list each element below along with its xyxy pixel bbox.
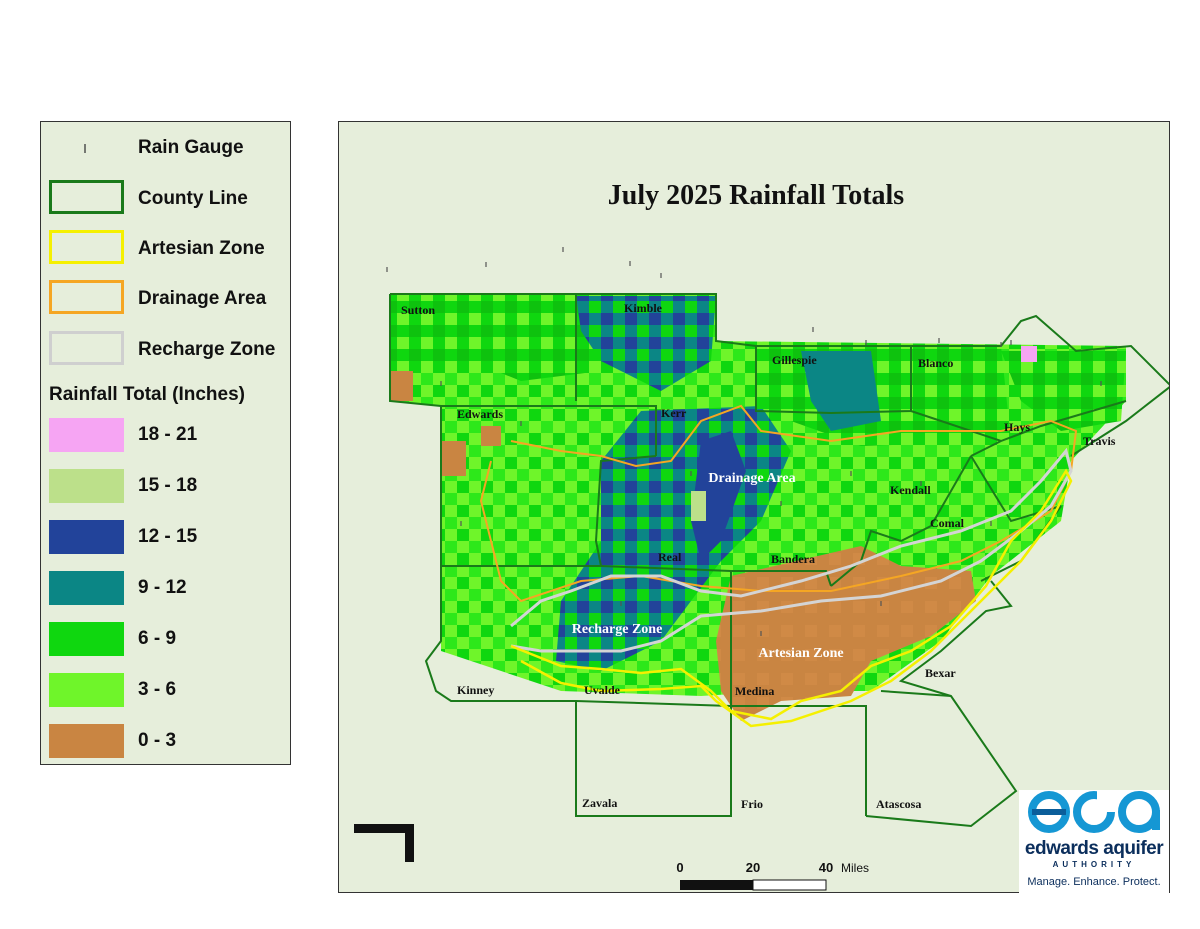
logo-authority: AUTHORITY xyxy=(1052,860,1136,869)
rainfall-raster xyxy=(390,294,1126,721)
legend-label: Recharge Zone xyxy=(138,339,276,360)
county-label-uvalde: Uvalde xyxy=(584,683,621,697)
county-label-kimble: Kimble xyxy=(624,301,663,315)
county-label-gillespie: Gillespie xyxy=(772,353,817,367)
scale-bar: 0 20 40 Miles xyxy=(676,860,869,891)
map-frame[interactable]: July 2025 Rainfall Totals xyxy=(338,121,1170,893)
county-label-atascosa: Atascosa xyxy=(876,797,921,811)
county-label-frio: Frio xyxy=(741,797,763,811)
county-label-comal: Comal xyxy=(930,516,965,530)
legend-swatch xyxy=(49,418,124,452)
scale-tick-40: 40 xyxy=(819,860,833,875)
county-label-real: Real xyxy=(658,550,682,564)
legend-swatch xyxy=(49,520,124,554)
county-label-medina: Medina xyxy=(735,684,774,698)
county-label-kinney: Kinney xyxy=(457,683,494,697)
logo-name: edwards aquifer xyxy=(1024,838,1164,859)
legend-swatch xyxy=(49,673,124,707)
legend-label: 3 - 6 xyxy=(138,679,177,700)
drainage-area-label: Drainage Area xyxy=(708,471,795,486)
logo-tagline: Manage. Enhance. Protect. xyxy=(1027,876,1161,888)
county-labels: Sutton Kimble Gillespie Blanco Edwards K… xyxy=(401,301,1116,811)
eaa-logo-mark-icon xyxy=(1028,790,1160,833)
legend-label: 12 - 15 xyxy=(138,526,198,547)
legend-label: Rain Gauge xyxy=(138,137,244,158)
rainfall-legend-heading: Rainfall Total (Inches) xyxy=(49,384,246,405)
legend-label: Artesian Zone xyxy=(138,238,265,259)
artesian-zone-label: Artesian Zone xyxy=(758,646,843,661)
county-label-sutton: Sutton xyxy=(401,303,435,317)
legend-label: County Line xyxy=(138,188,248,209)
legend-label: 18 - 21 xyxy=(138,424,198,445)
county-label-kerr: Kerr xyxy=(661,406,687,420)
county-label-blanco: Blanco xyxy=(918,356,953,370)
scale-tick-0: 0 xyxy=(676,860,683,875)
legend-swatch xyxy=(49,180,124,214)
legend-swatch xyxy=(49,469,124,503)
legend-label: 15 - 18 xyxy=(138,475,198,496)
map-title: July 2025 Rainfall Totals xyxy=(608,180,905,211)
legend-label: 9 - 12 xyxy=(138,577,187,598)
eaa-logo: edwards aquifer AUTHORITY Manage. Enhanc… xyxy=(1019,790,1169,893)
scale-unit: Miles xyxy=(841,861,869,875)
map-legend: Rain Gauge County Line Artesian Zone Dra… xyxy=(40,121,291,765)
legend-swatch xyxy=(49,571,124,605)
rain-gauge-icon xyxy=(84,144,86,153)
legend-label: Drainage Area xyxy=(138,288,267,309)
legend-swatch xyxy=(49,230,124,264)
county-label-hays: Hays xyxy=(1004,420,1030,434)
legend-swatch xyxy=(49,724,124,758)
county-label-bexar: Bexar xyxy=(925,666,956,680)
recharge-zone-label: Recharge Zone xyxy=(572,622,663,637)
legend-swatch xyxy=(49,622,124,656)
artesian-zone-outline xyxy=(510,468,1073,728)
north-arrow-icon xyxy=(354,824,414,862)
county-label-kendall: Kendall xyxy=(890,483,931,497)
map-canvas[interactable]: July 2025 Rainfall Totals xyxy=(339,122,1170,893)
legend-swatch xyxy=(49,280,124,314)
legend-swatch xyxy=(49,331,124,365)
recharge-zone-outline xyxy=(510,447,1073,653)
county-label-edwards: Edwards xyxy=(457,407,503,421)
county-label-travis: Travis xyxy=(1083,434,1116,448)
county-label-bandera: Bandera xyxy=(771,552,815,566)
county-label-zavala: Zavala xyxy=(582,796,617,810)
legend-label: 6 - 9 xyxy=(138,628,177,649)
legend-label: 0 - 3 xyxy=(138,730,177,751)
scale-tick-20: 20 xyxy=(746,860,760,875)
rain-gauges xyxy=(386,247,1102,636)
